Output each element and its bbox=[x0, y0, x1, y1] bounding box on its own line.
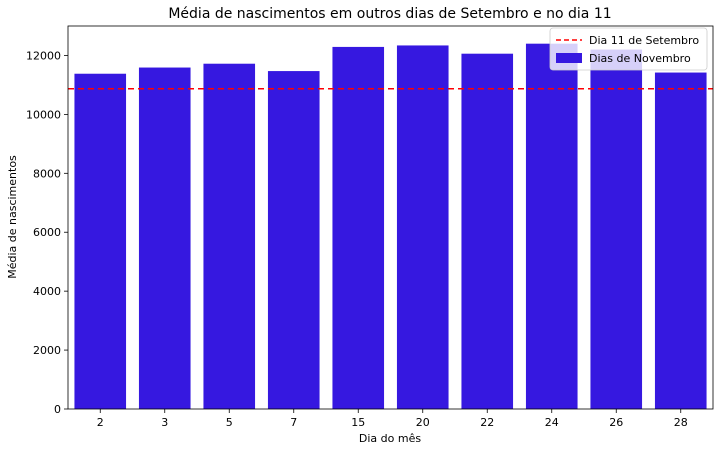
x-tick-label: 28 bbox=[674, 416, 688, 429]
bar-day-2 bbox=[74, 73, 127, 409]
legend-box bbox=[549, 27, 708, 71]
axes-frame bbox=[67, 25, 714, 410]
x-tick-label: 22 bbox=[480, 416, 494, 429]
x-tick-label: 24 bbox=[545, 416, 559, 429]
x-tick-label: 2 bbox=[97, 416, 104, 429]
bar-day-15 bbox=[332, 46, 385, 409]
y-tick-label: 10000 bbox=[26, 108, 61, 121]
x-tick-label: 20 bbox=[416, 416, 430, 429]
x-tick-label: 26 bbox=[609, 416, 623, 429]
bar-day-7 bbox=[267, 71, 320, 409]
legend-reference-label: Dia 11 de Setembro bbox=[589, 34, 699, 47]
bar-day-24 bbox=[525, 43, 578, 410]
x-tick-label: 3 bbox=[161, 416, 168, 429]
legend-bar-label: Dias de Novembro bbox=[589, 52, 691, 65]
bar-day-20 bbox=[396, 45, 449, 410]
x-tick-label: 7 bbox=[290, 416, 297, 429]
bar-day-3 bbox=[138, 67, 191, 409]
chart-title: Média de nascimentos em outros dias de S… bbox=[168, 6, 611, 22]
bar-day-5 bbox=[203, 63, 256, 410]
y-tick-label: 2000 bbox=[33, 344, 61, 357]
y-tick-label: 8000 bbox=[33, 167, 61, 180]
bar-day-26 bbox=[590, 49, 643, 410]
x-tick-label: 5 bbox=[226, 416, 233, 429]
y-axis-ticks: 0 2000 4000 6000 8000 10000 12000 bbox=[26, 49, 68, 416]
bar-day-28 bbox=[654, 72, 707, 410]
x-tick-label: 15 bbox=[351, 416, 365, 429]
x-axis-ticks: 2 3 5 7 15 20 22 24 26 28 bbox=[97, 409, 688, 429]
y-tick-label: 0 bbox=[54, 403, 61, 416]
legend-bar-swatch bbox=[556, 53, 582, 63]
y-axis-label: Média de nascimentos bbox=[6, 155, 19, 279]
y-tick-label: 4000 bbox=[33, 285, 61, 298]
y-tick-label: 12000 bbox=[26, 49, 61, 62]
x-axis-label: Dia do mês bbox=[359, 432, 421, 445]
legend: Dia 11 de Setembro Dias de Novembro bbox=[549, 27, 708, 71]
bars bbox=[74, 43, 707, 410]
plot-area bbox=[67, 25, 714, 410]
bar-day-22 bbox=[461, 53, 514, 409]
y-tick-label: 6000 bbox=[33, 226, 61, 239]
